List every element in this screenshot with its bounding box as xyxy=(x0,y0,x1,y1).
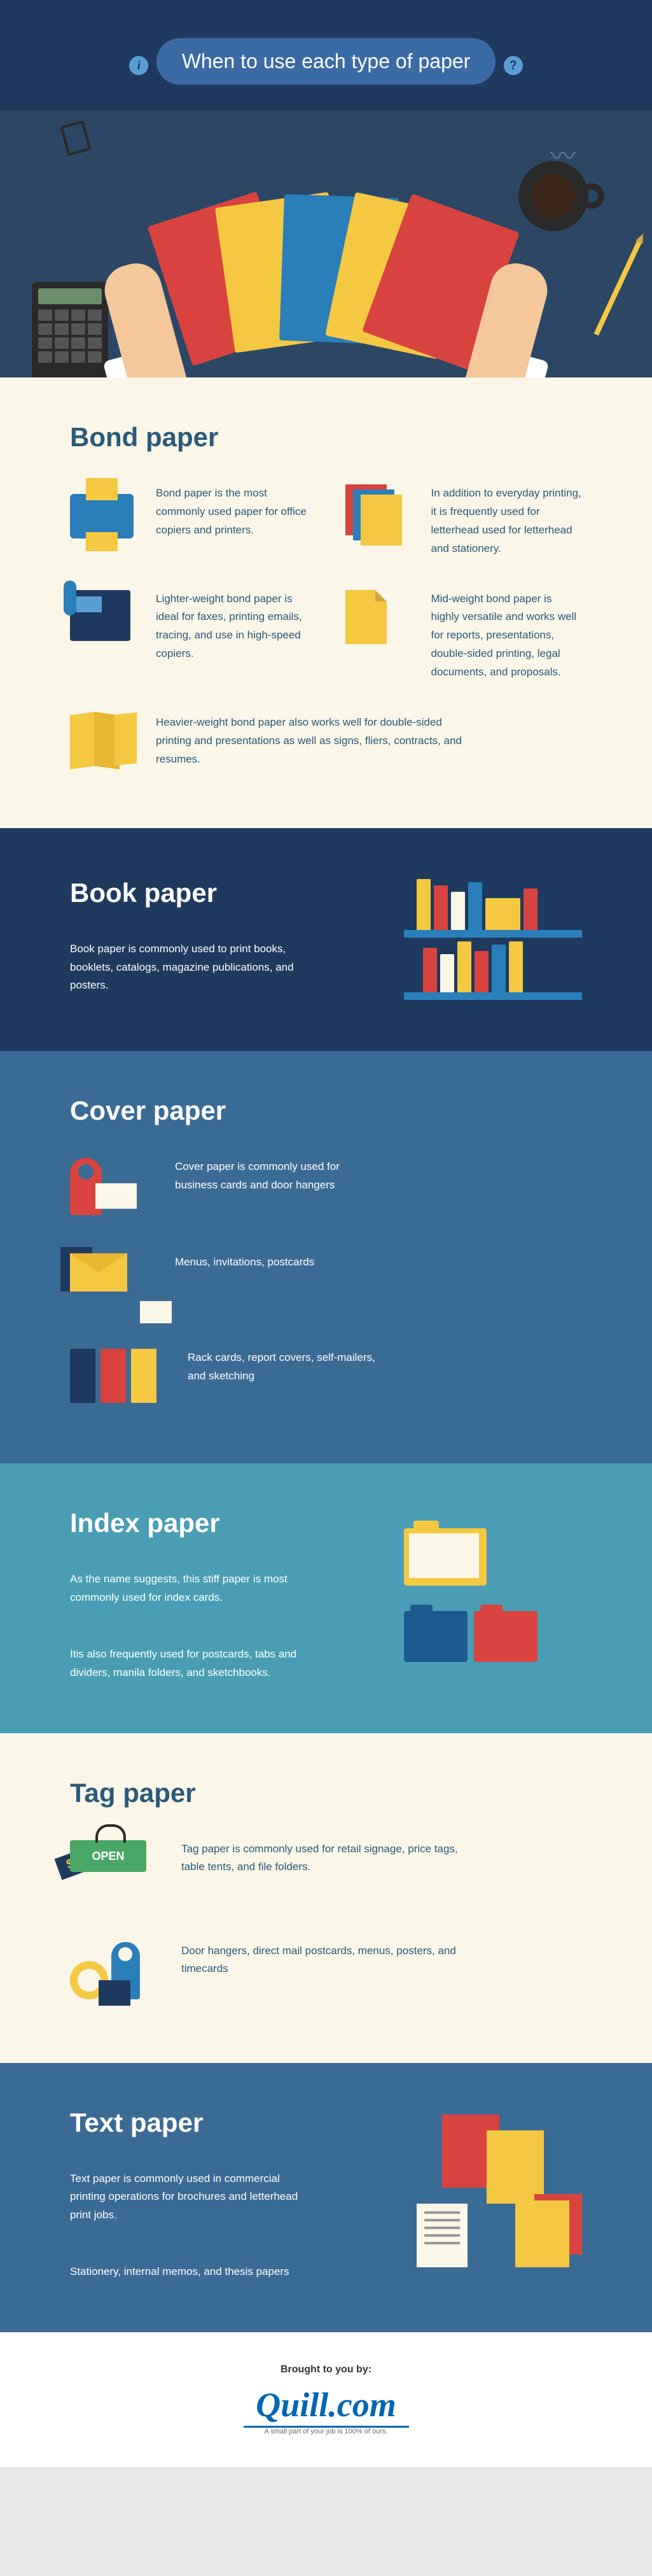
quill-logo: Quill.com xyxy=(32,2385,620,2425)
printer-icon xyxy=(70,484,140,548)
calculator-icon xyxy=(32,282,108,377)
clock-hanger-icon xyxy=(70,1942,165,2012)
cover-desc-3: Rack cards, report covers, self-mailers,… xyxy=(188,1349,391,1386)
fax-icon xyxy=(70,590,140,654)
lined-doc-icon xyxy=(417,2204,468,2267)
cover-section: Cover paper Cover paper is commonly used… xyxy=(0,1051,652,1463)
single-paper-icon xyxy=(345,590,415,654)
text-title: Text paper xyxy=(70,2108,372,2138)
text-paper-icons xyxy=(404,2115,582,2274)
bond-section: Bond paper Bond paper is the most common… xyxy=(0,377,652,828)
text-section: Text paper Text paper is commonly used i… xyxy=(0,2063,652,2333)
book-desc: Book paper is commonly used to print boo… xyxy=(70,940,324,996)
tagline: A small part of your job is 100% of ours… xyxy=(32,2428,620,2435)
paper-stack-icon xyxy=(345,484,415,548)
bond-desc-5: Heavier-weight bond paper also works wel… xyxy=(156,714,474,769)
coffee-cup-icon xyxy=(518,161,588,231)
yellow-doc-icon xyxy=(487,2130,544,2204)
rack-cards-icon xyxy=(70,1349,172,1412)
header-section: i When to use each type of paper ? 〰 xyxy=(0,0,652,377)
brochure-icon xyxy=(70,714,140,777)
manila-folders-icon xyxy=(404,1611,582,1662)
text-desc-1: Text paper is commonly used in commercia… xyxy=(70,2170,312,2225)
index-icons xyxy=(404,1528,582,1662)
doorhanger-icon xyxy=(70,1158,159,1221)
open-sign-icon: OPEN xyxy=(70,1840,165,1910)
tag-desc-2: Door hangers, direct mail postcards, men… xyxy=(181,1942,468,1979)
title-wrap: i When to use each type of paper ? xyxy=(0,38,652,85)
pencil-icon xyxy=(594,241,642,335)
folded-doc-icon xyxy=(515,2200,569,2267)
tag-title: Tag paper xyxy=(70,1778,582,1808)
brought-by-label: Brought to you by: xyxy=(32,2364,620,2375)
page-title: When to use each type of paper xyxy=(156,38,496,85)
index-desc-1: As the name suggests, this stiff paper i… xyxy=(70,1570,324,1607)
tag-desc-1: Tag paper is commonly used for retail si… xyxy=(181,1840,468,1877)
folders-stack-icon xyxy=(167,174,485,352)
footer: Brought to you by: Quill.com A small par… xyxy=(0,2332,652,2467)
info-icon: i xyxy=(129,56,148,75)
book-section: Book paper Book paper is commonly used t… xyxy=(0,828,652,1051)
bond-desc-1: Bond paper is the most commonly used pap… xyxy=(156,484,307,540)
infographic-page: i When to use each type of paper ? 〰 xyxy=(0,0,652,2467)
bond-desc-2: In addition to everyday printing, it is … xyxy=(431,484,583,558)
tag-section: Tag paper OPEN Tag paper is commonly use… xyxy=(0,1733,652,2063)
book-title: Book paper xyxy=(70,878,372,908)
index-desc-2: Itis also frequently used for postcards,… xyxy=(70,1645,324,1682)
bond-desc-3: Lighter-weight bond paper is ideal for f… xyxy=(156,590,307,664)
index-title: Index paper xyxy=(70,1508,372,1538)
index-section: Index paper As the name suggests, this s… xyxy=(0,1463,652,1733)
bookshelf-icon xyxy=(404,873,582,1000)
text-desc-2: Stationery, internal memos, and thesis p… xyxy=(70,2263,312,2281)
bond-desc-4: Mid-weight bond paper is highly versatil… xyxy=(431,590,583,682)
question-icon: ? xyxy=(504,56,523,75)
index-card-icon xyxy=(404,1528,487,1586)
envelope-icon xyxy=(70,1253,159,1317)
cover-desc-2: Menus, invitations, postcards xyxy=(175,1253,314,1272)
cover-desc-1: Cover paper is commonly used for busines… xyxy=(175,1158,378,1195)
bond-title: Bond paper xyxy=(70,422,582,453)
desk-illustration: 〰 xyxy=(0,110,652,377)
binder-clip-icon xyxy=(64,123,89,155)
cover-title: Cover paper xyxy=(70,1095,582,1126)
